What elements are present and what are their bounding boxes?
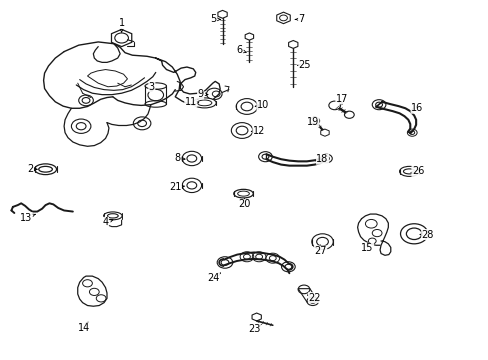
Text: 2: 2 <box>27 164 37 174</box>
Circle shape <box>309 117 319 125</box>
Polygon shape <box>111 30 131 46</box>
Ellipse shape <box>192 98 216 108</box>
Text: 9: 9 <box>197 89 207 99</box>
Text: 19: 19 <box>306 117 318 127</box>
Text: 27: 27 <box>314 245 326 256</box>
Text: 16: 16 <box>409 103 423 113</box>
Ellipse shape <box>145 101 166 107</box>
Text: 3: 3 <box>148 82 155 92</box>
Polygon shape <box>218 10 227 18</box>
Polygon shape <box>288 41 297 48</box>
Text: 7: 7 <box>295 14 304 24</box>
Text: 15: 15 <box>361 243 373 253</box>
Text: 26: 26 <box>410 166 424 176</box>
Polygon shape <box>276 12 290 24</box>
Text: 22: 22 <box>307 293 320 303</box>
Text: 5: 5 <box>210 14 220 24</box>
Polygon shape <box>78 276 107 306</box>
Text: 20: 20 <box>238 199 250 210</box>
Polygon shape <box>320 129 328 136</box>
Circle shape <box>344 111 353 118</box>
Text: 23: 23 <box>247 324 261 334</box>
Text: 13: 13 <box>20 213 35 222</box>
Text: 14: 14 <box>77 322 89 333</box>
Text: 4: 4 <box>102 217 113 227</box>
Text: 11: 11 <box>184 97 198 107</box>
Text: 25: 25 <box>297 60 310 70</box>
Text: 24: 24 <box>207 273 220 283</box>
Polygon shape <box>298 289 318 302</box>
Text: 21: 21 <box>169 182 184 192</box>
Polygon shape <box>251 313 261 321</box>
Text: 17: 17 <box>335 94 347 104</box>
Text: 6: 6 <box>236 45 245 55</box>
Text: 12: 12 <box>251 126 265 135</box>
Polygon shape <box>244 33 253 40</box>
Text: 10: 10 <box>255 100 268 111</box>
Text: 18: 18 <box>315 154 328 164</box>
Ellipse shape <box>233 189 253 198</box>
Circle shape <box>328 101 340 110</box>
Text: 1: 1 <box>118 18 124 32</box>
Text: 28: 28 <box>419 230 433 239</box>
Ellipse shape <box>145 83 166 89</box>
Text: 8: 8 <box>174 153 184 163</box>
